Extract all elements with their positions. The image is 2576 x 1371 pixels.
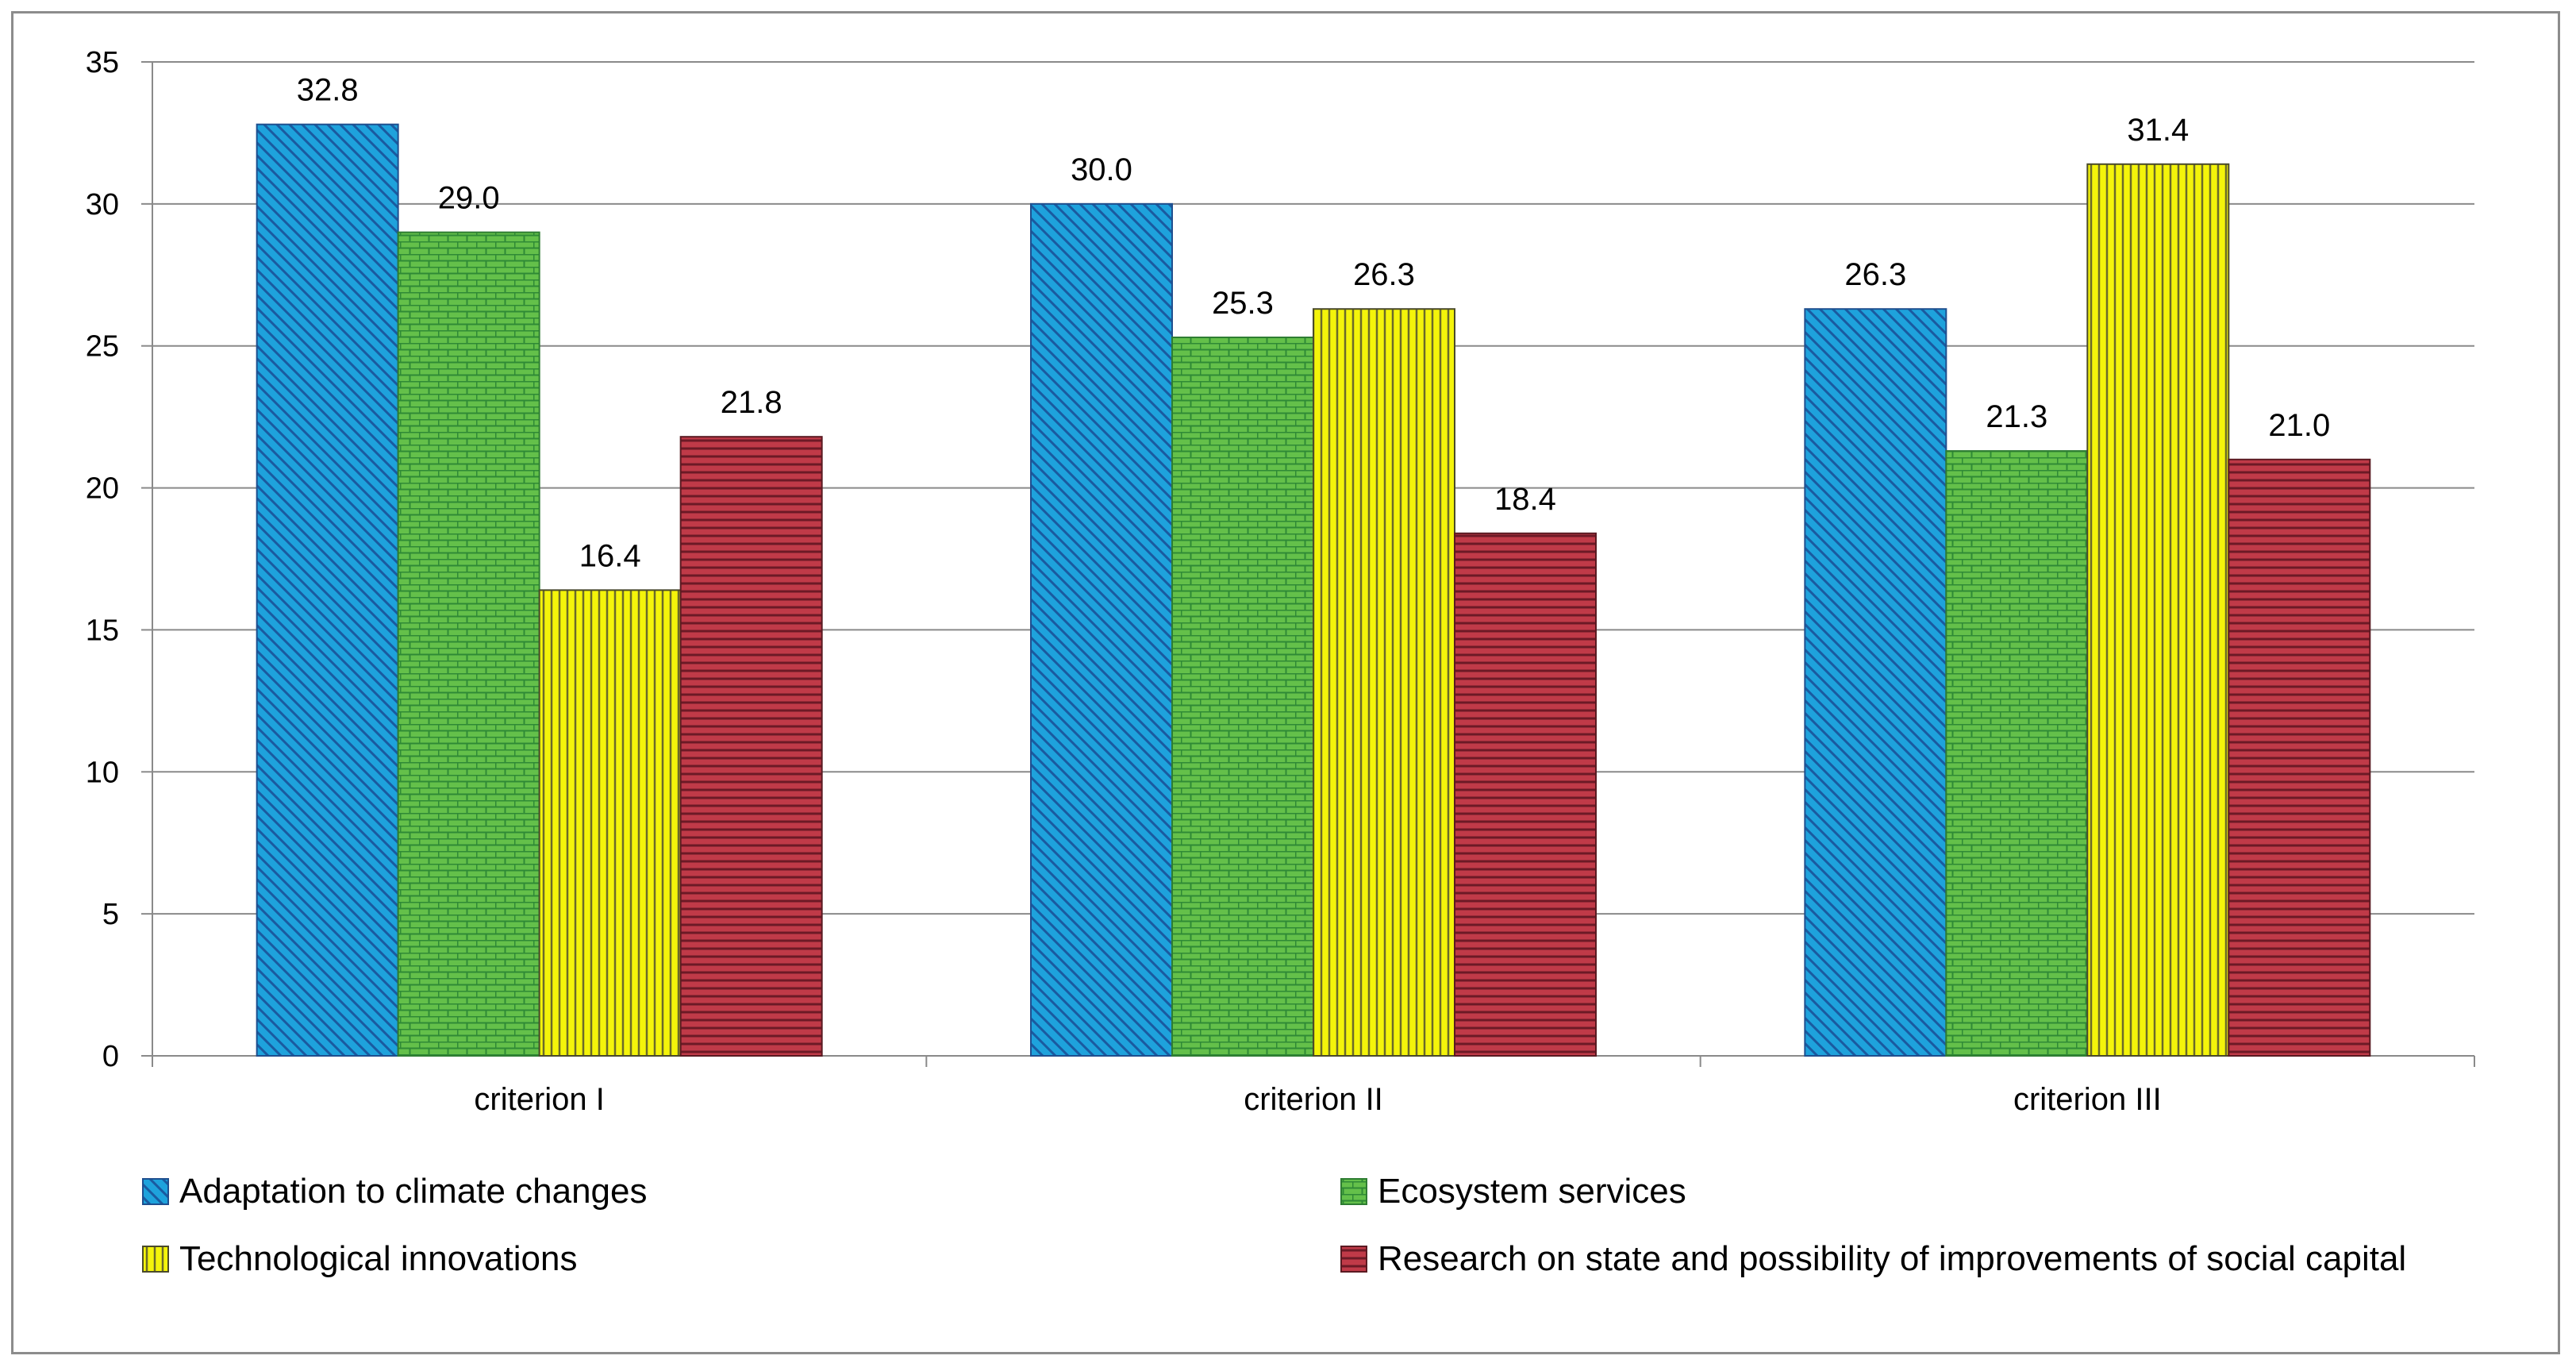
y-tick-label: 30: [86, 188, 119, 221]
data-label: 26.3: [1353, 257, 1415, 292]
bar: [256, 123, 399, 1057]
x-tick-label: criterion II: [1244, 1082, 1383, 1117]
legend-swatch: [142, 1246, 169, 1273]
bar: [1030, 202, 1174, 1057]
bar: [2086, 163, 2230, 1057]
y-tick-label: 10: [86, 756, 119, 789]
y-tick-label: 25: [86, 330, 119, 364]
data-label: 32.8: [297, 73, 359, 108]
axes: 0 5 10 15 20 25 30 35 criterion I criterion II cri…: [86, 46, 2475, 1117]
bar: [1313, 308, 1455, 1057]
legend-swatch: [142, 1178, 169, 1205]
legend-swatch: [1340, 1246, 1367, 1273]
legend: Adaptation to climate changes Ecosystem s…: [142, 1172, 2406, 1278]
data-label: 16.4: [579, 538, 641, 573]
data-label: 21.0: [2268, 408, 2330, 443]
data-label: 18.4: [1494, 482, 1556, 517]
bars: [256, 123, 2371, 1057]
data-label: 26.3: [1844, 257, 1906, 292]
legend-label: Adaptation to climate changes: [179, 1172, 648, 1211]
x-tick-label: criterion III: [2013, 1082, 2162, 1117]
bar: [1453, 532, 1597, 1057]
data-label: 29.0: [438, 181, 500, 216]
bar: [1804, 308, 1947, 1057]
data-label: 21.8: [721, 385, 782, 420]
y-tick-label: 5: [102, 898, 119, 931]
y-tick-label: 20: [86, 472, 119, 506]
y-tick-label: 0: [102, 1040, 119, 1073]
bar: [1945, 450, 2089, 1057]
data-labels: 32.8 29.0 16.4 21.8 30.0 25.3 26.3 18.4 26.3 21.3…: [297, 73, 2331, 574]
y-tick-label: 15: [86, 614, 119, 647]
legend-swatch: [1340, 1178, 1367, 1205]
data-label: 30.0: [1071, 152, 1132, 187]
bar: [397, 231, 540, 1057]
legend-label: Research on state and possibility of imp…: [1378, 1239, 2406, 1278]
data-label: 21.3: [1986, 399, 2047, 434]
data-label: 25.3: [1212, 286, 1274, 321]
bar: [1171, 336, 1315, 1057]
bar: [679, 436, 823, 1057]
data-label: 31.4: [2127, 113, 2189, 148]
bar: [538, 589, 682, 1057]
legend-label: Technological innovations: [179, 1239, 577, 1278]
legend-label: Ecosystem services: [1378, 1172, 1686, 1211]
y-tick-label: 35: [86, 46, 119, 79]
bar: [2228, 458, 2371, 1057]
x-tick-label: criterion I: [474, 1082, 605, 1117]
